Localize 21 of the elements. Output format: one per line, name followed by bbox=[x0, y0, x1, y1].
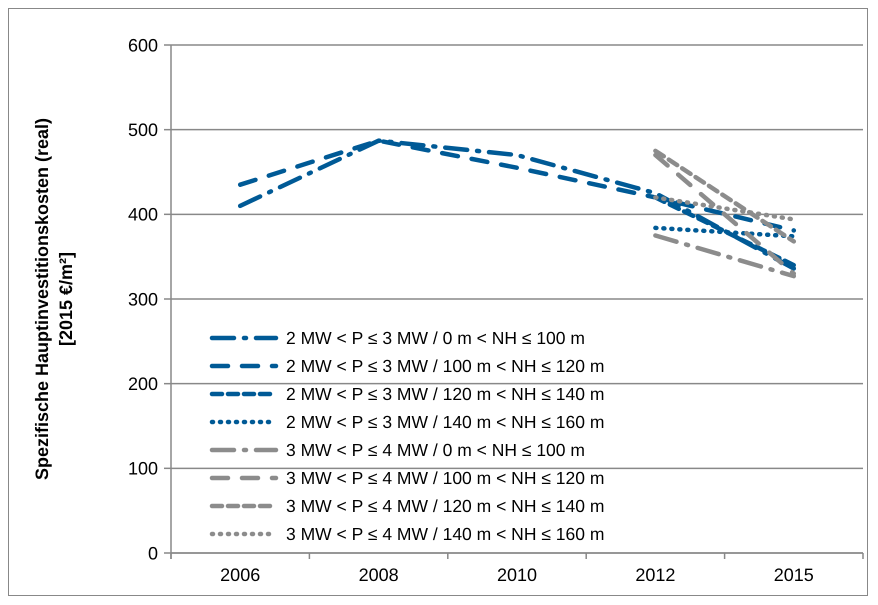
y-tick-label: 600 bbox=[128, 35, 158, 56]
y-tick-label: 200 bbox=[128, 374, 158, 394]
legend-label: 3 MW < P ≤ 4 MW / 0 m < NH ≤ 100 m bbox=[286, 440, 585, 460]
y-axis-title: Spezifische Hauptinvestitionskosten (real) [2015 €/m²] bbox=[32, 118, 76, 480]
legend-label: 2 MW < P ≤ 3 MW / 0 m < NH ≤ 100 m bbox=[286, 328, 585, 348]
x-tick-label: 2012 bbox=[635, 565, 676, 585]
legend-label: 3 MW < P ≤ 4 MW / 140 m < NH ≤ 160 m bbox=[286, 524, 604, 544]
y-tick-label: 100 bbox=[128, 458, 158, 479]
y-tick-label: 0 bbox=[148, 543, 158, 564]
y-tick-label: 500 bbox=[128, 120, 158, 140]
legend-label: 2 MW < P ≤ 3 MW / 120 m < NH ≤ 140 m bbox=[286, 384, 604, 404]
legend-label: 3 MW < P ≤ 4 MW / 100 m < NH ≤ 120 m bbox=[286, 468, 604, 488]
x-tick-label: 2015 bbox=[774, 565, 814, 585]
legend-label: 2 MW < P ≤ 3 MW / 140 m < NH ≤ 160 m bbox=[286, 412, 604, 432]
legend-label: 2 MW < P ≤ 3 MW / 100 m < NH ≤ 120 m bbox=[286, 356, 604, 376]
legend-label: 3 MW < P ≤ 4 MW / 120 m < NH ≤ 140 m bbox=[286, 496, 604, 516]
y-tick-label: 400 bbox=[128, 204, 158, 225]
y-tick-label: 300 bbox=[128, 289, 158, 310]
x-tick-label: 2010 bbox=[496, 565, 538, 585]
x-tick-label: 2008 bbox=[358, 565, 399, 585]
x-tick-label: 2006 bbox=[220, 565, 260, 585]
